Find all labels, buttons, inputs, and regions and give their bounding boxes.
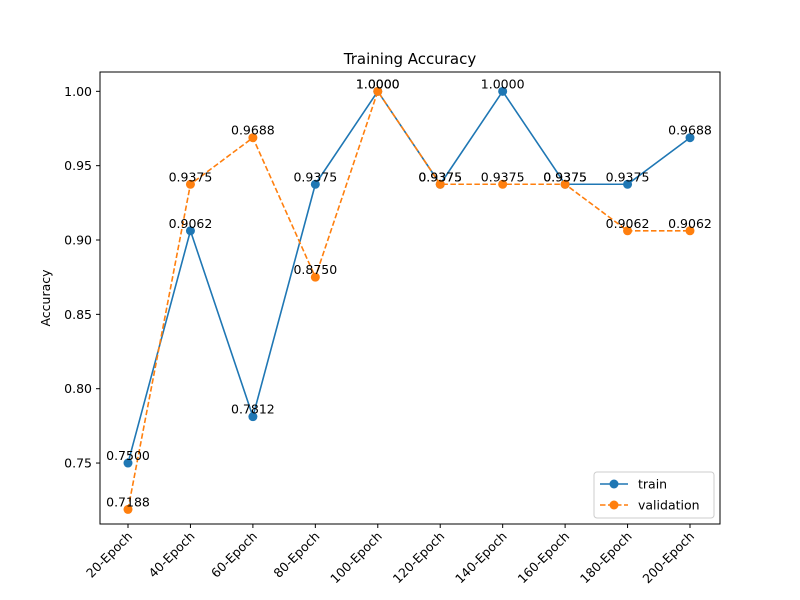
data-point-validation bbox=[498, 179, 508, 189]
data-point-validation bbox=[560, 179, 570, 189]
axes-frame bbox=[99, 71, 721, 525]
x-tick-label: 160-Epoch bbox=[514, 529, 572, 587]
data-label-train: 0.9375 bbox=[293, 169, 337, 184]
y-axis-label: Accuracy bbox=[38, 269, 53, 327]
data-point-train bbox=[185, 226, 195, 236]
data-label-validation: 0.9375 bbox=[543, 169, 587, 184]
y-tick-label: 0.85 bbox=[64, 307, 92, 322]
x-tick-label: 80-Epoch bbox=[270, 529, 322, 581]
y-tick-label: 0.75 bbox=[64, 456, 92, 471]
data-point-validation bbox=[373, 86, 383, 96]
data-label-train: 0.9062 bbox=[169, 216, 213, 231]
data-label-train: 1.0000 bbox=[356, 76, 400, 91]
data-label-train: 0.9375 bbox=[418, 169, 462, 184]
series-line-validation bbox=[127, 89, 690, 510]
data-point-validation bbox=[623, 226, 633, 236]
data-label-train: 0.9688 bbox=[668, 123, 712, 138]
data-point-validation bbox=[435, 179, 445, 189]
data-point-train bbox=[248, 412, 258, 422]
x-tick-label: 60-Epoch bbox=[208, 529, 260, 581]
data-label-validation: 0.9062 bbox=[606, 216, 650, 231]
data-label-validation: 0.9688 bbox=[231, 123, 275, 138]
x-tick-label: 100-Epoch bbox=[327, 529, 385, 587]
chart-title: Training Accuracy bbox=[343, 50, 477, 68]
legend-marker-validation bbox=[609, 500, 619, 510]
y-tick-label: 0.95 bbox=[64, 158, 92, 173]
data-label-validation: 0.8750 bbox=[293, 262, 337, 277]
data-point-train bbox=[123, 458, 133, 468]
data-label-validation: 0.9375 bbox=[418, 169, 462, 184]
data-label-validation: 0.9375 bbox=[481, 169, 525, 184]
y-tick-label: 0.90 bbox=[64, 233, 92, 248]
data-label-train: 0.9375 bbox=[606, 169, 650, 184]
legend-marker-train bbox=[609, 479, 619, 489]
y-tick-label: 1.00 bbox=[64, 84, 92, 99]
data-point-train bbox=[623, 179, 633, 189]
legend-label-validation: validation bbox=[638, 498, 700, 513]
data-point-validation bbox=[123, 504, 133, 514]
y-tick-label: 0.80 bbox=[64, 381, 92, 396]
data-point-validation bbox=[685, 226, 695, 236]
legend: train validation bbox=[593, 471, 715, 519]
x-tick-label: 200-Epoch bbox=[639, 529, 697, 587]
data-point-train bbox=[685, 133, 695, 143]
data-point-validation bbox=[248, 133, 258, 143]
x-tick-label: 180-Epoch bbox=[577, 529, 635, 587]
data-label-validation: 1.0000 bbox=[356, 76, 400, 91]
data-point-validation bbox=[185, 179, 195, 189]
data-label-train: 0.7500 bbox=[106, 448, 150, 463]
series-line-train bbox=[127, 89, 691, 464]
data-label-validation: 0.7188 bbox=[106, 494, 150, 509]
data-point-train bbox=[498, 86, 508, 96]
data-label-train: 0.7812 bbox=[231, 402, 275, 417]
x-tick-label: 140-Epoch bbox=[452, 529, 510, 587]
x-tick-label: 40-Epoch bbox=[145, 529, 197, 581]
data-label-validation: 0.9375 bbox=[169, 169, 213, 184]
data-label-train: 1.0000 bbox=[481, 76, 525, 91]
data-point-validation bbox=[310, 272, 320, 282]
data-point-train bbox=[310, 179, 320, 189]
data-label-train: 0.9375 bbox=[543, 169, 587, 184]
x-tick-label: 120-Epoch bbox=[390, 529, 448, 587]
legend-label-train: train bbox=[638, 477, 667, 492]
data-label-validation: 0.9062 bbox=[668, 216, 712, 231]
x-tick-label: 20-Epoch bbox=[83, 529, 135, 581]
